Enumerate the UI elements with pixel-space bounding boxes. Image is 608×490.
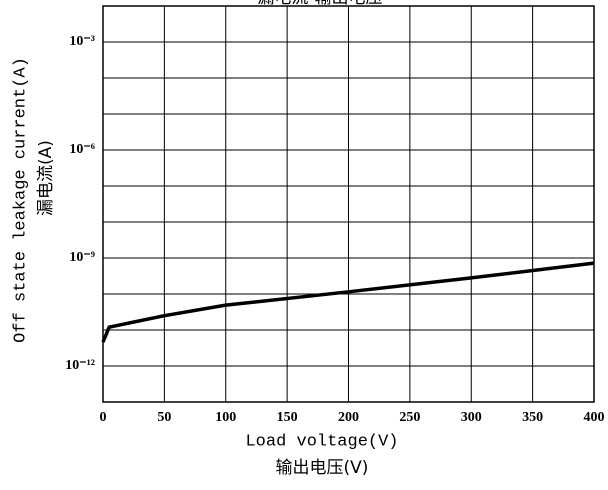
x-tick-label: 50 bbox=[157, 410, 171, 425]
x-tick-label: 0 bbox=[100, 410, 107, 425]
plot-frame bbox=[102, 5, 595, 403]
y-axis-label: Off state leakage current(A) bbox=[11, 57, 30, 343]
y-tick-label: 10⁻⁶ bbox=[69, 142, 95, 157]
y-tick-label: 10⁻³ bbox=[69, 34, 95, 49]
x-tick-label: 150 bbox=[277, 410, 298, 425]
x-tick-label: 250 bbox=[399, 410, 420, 425]
x-axis-label: Load voltage(V) bbox=[245, 432, 398, 451]
x-tick-label: 100 bbox=[215, 410, 236, 425]
y-axis-label-cn: 漏电流(A) bbox=[36, 140, 56, 216]
data-line bbox=[101, 261, 595, 343]
chart-title: 漏电流-输出电压 bbox=[257, 0, 382, 8]
y-tick-label: 10⁻⁹ bbox=[69, 250, 95, 265]
y-tick-label: 10⁻¹² bbox=[65, 358, 95, 373]
x-tick-label: 350 bbox=[522, 410, 543, 425]
x-tick-label: 300 bbox=[461, 410, 482, 425]
x-tick-label: 200 bbox=[338, 410, 359, 425]
x-axis-label-cn: 输出电压(V) bbox=[276, 458, 369, 478]
x-tick-label: 400 bbox=[584, 410, 605, 425]
